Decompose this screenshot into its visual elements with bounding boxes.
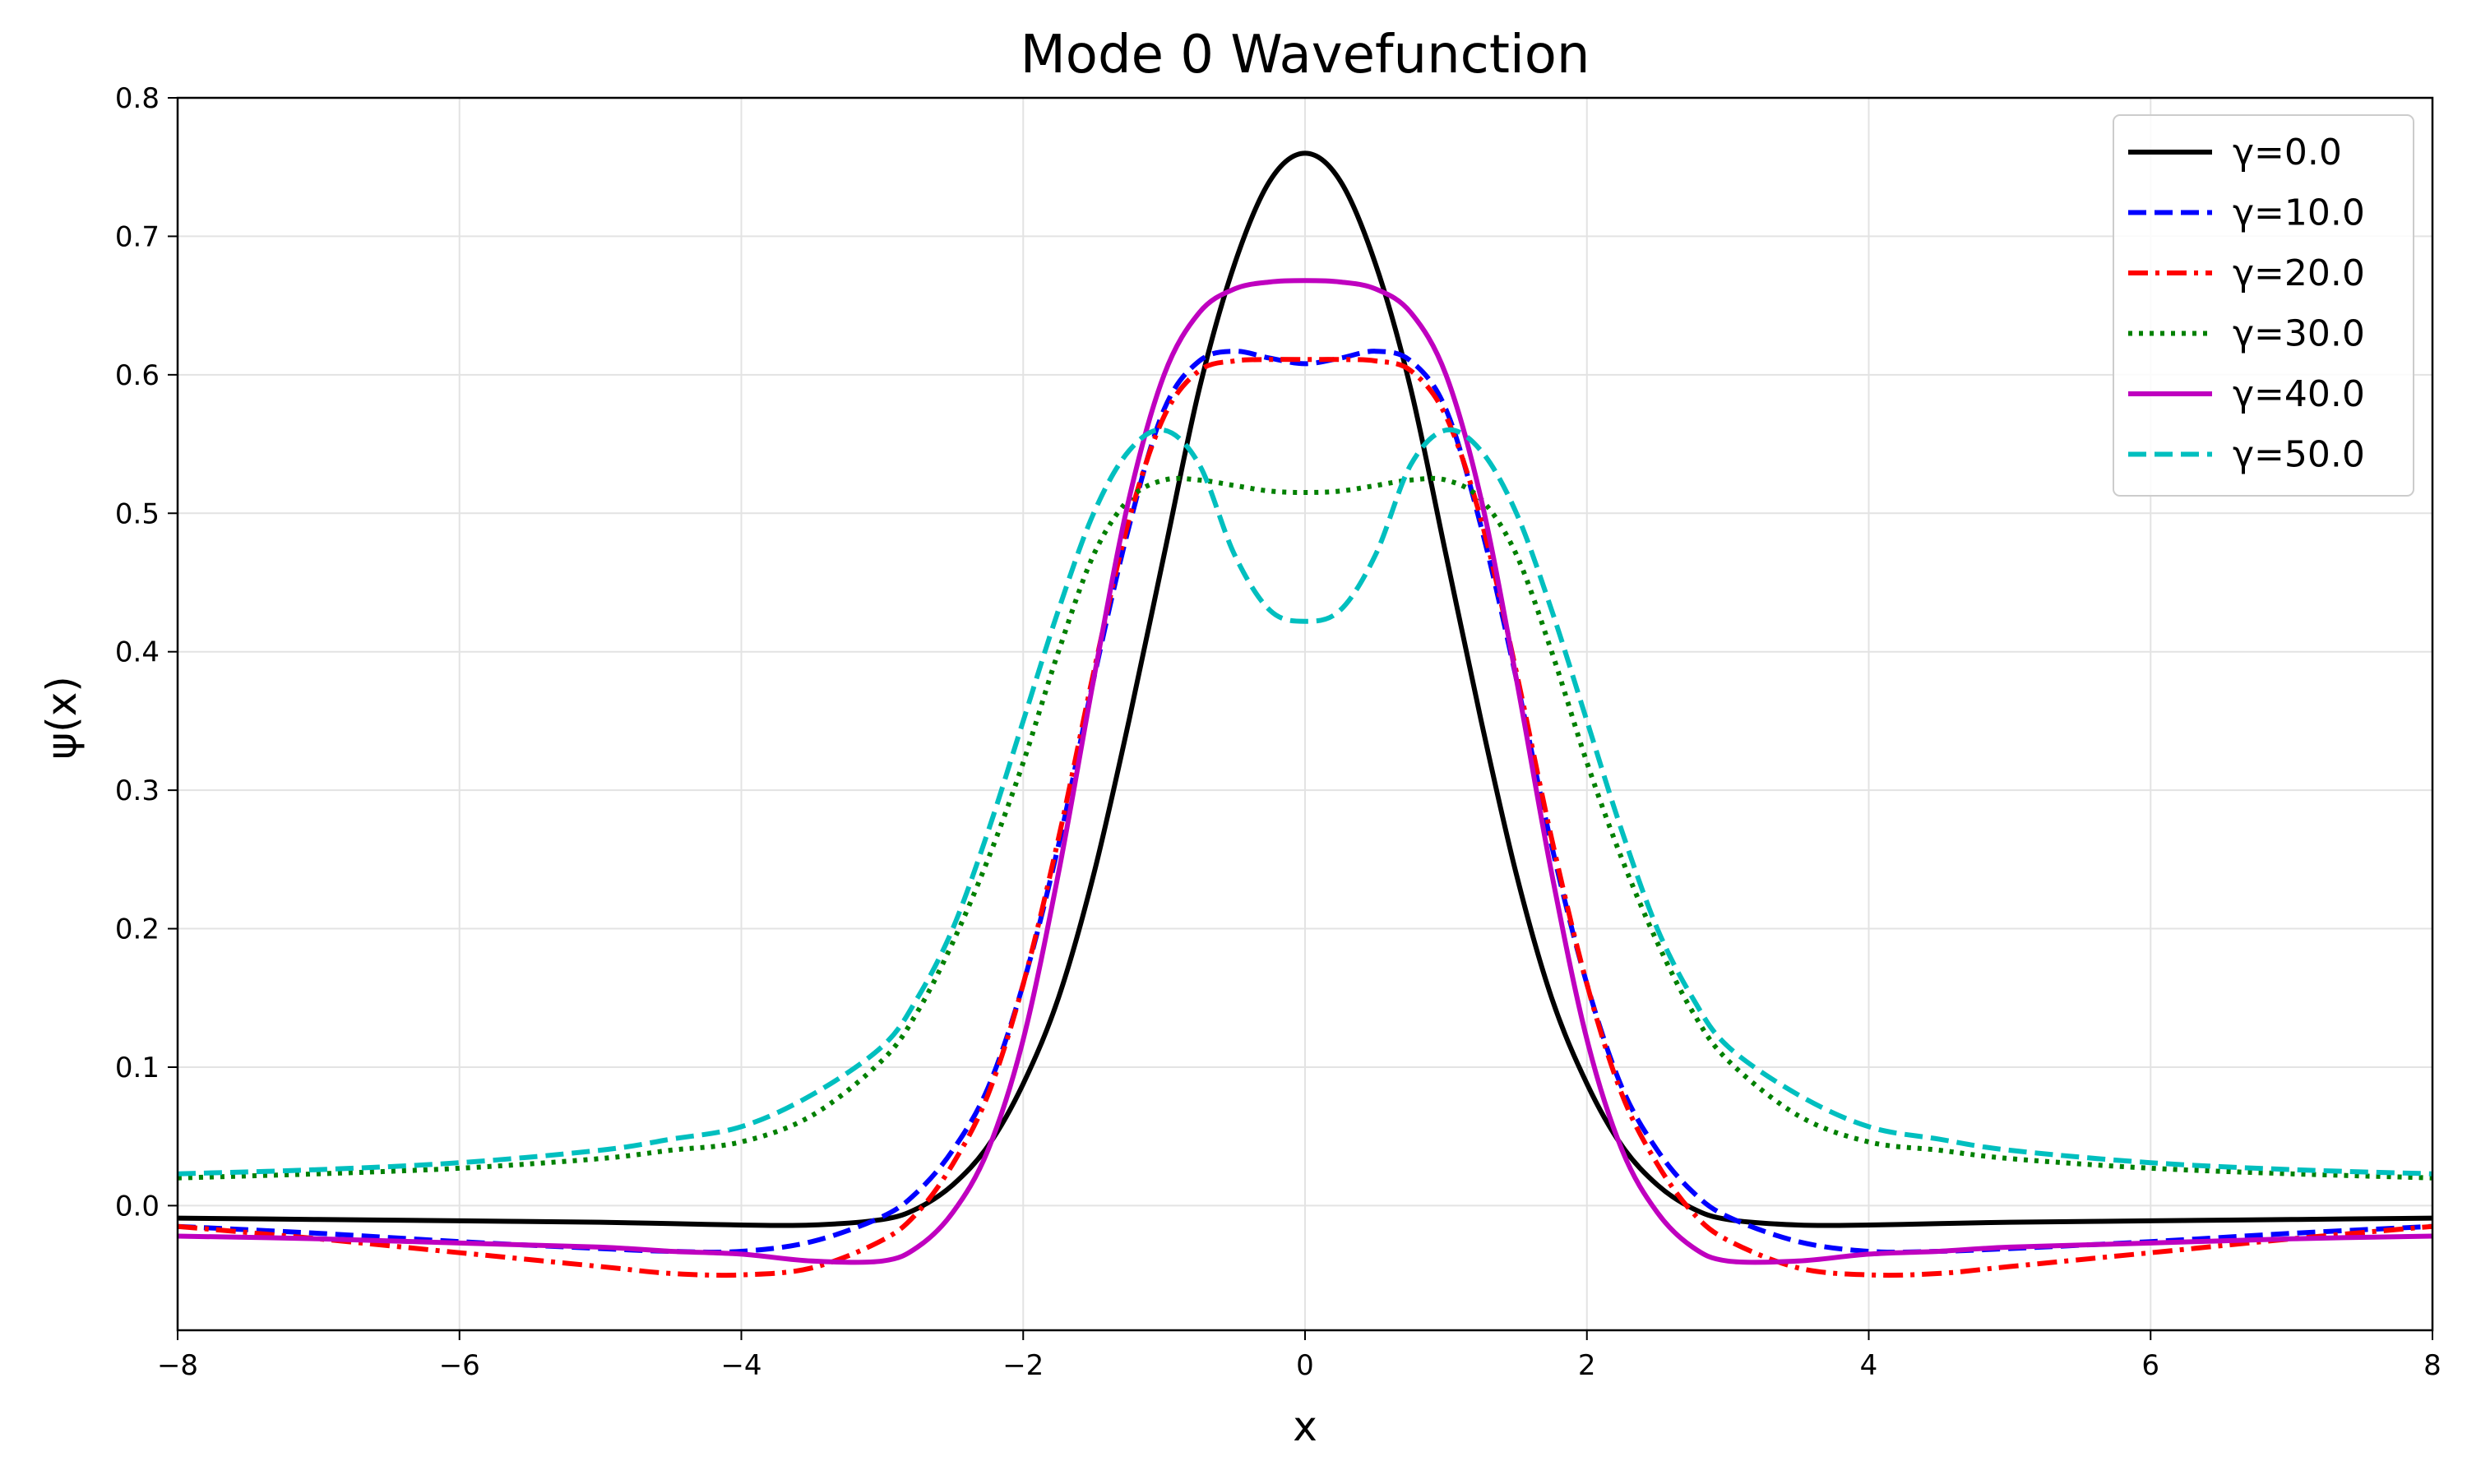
x-tick-label: 6	[2141, 1349, 2159, 1382]
y-tick-label: 0.8	[115, 82, 160, 115]
x-tick-label: 0	[1296, 1349, 1314, 1382]
y-tick-label: 0.2	[115, 913, 160, 946]
legend-label-2: γ=20.0	[2233, 252, 2365, 294]
x-tick-label: 4	[1860, 1349, 1878, 1382]
series-layer	[177, 150, 2433, 1278]
chart-title: Mode 0 Wavefunction	[1021, 25, 1590, 86]
legend-label-0: γ=0.0	[2233, 132, 2342, 173]
legend-label-5: γ=50.0	[2233, 434, 2365, 476]
series-line-0	[177, 150, 2433, 1228]
x-tick-label: −2	[1002, 1349, 1044, 1382]
series-line-3	[177, 475, 2433, 1181]
legend-label-3: γ=30.0	[2233, 313, 2365, 355]
series-line-5	[177, 427, 2433, 1177]
y-tick-label: 0.6	[115, 359, 160, 392]
series-line-1	[177, 349, 2433, 1255]
x-tick-label: −8	[157, 1349, 198, 1382]
legend-label-1: γ=10.0	[2233, 192, 2365, 234]
legend: γ=0.0 γ=10.0 γ=20.0 γ=30.0 γ=40.0 γ=50.0	[2113, 114, 2414, 497]
series-line-4	[177, 278, 2433, 1265]
y-tick-label: 0.1	[115, 1052, 160, 1084]
y-tick-label: 0.3	[115, 774, 160, 807]
y-axis-label: ψ(x)	[38, 676, 86, 760]
tick-layer: −8 −6 −4 −2 0 2 4 6 8 0.0 0.1 0.2 0.3 0.4 0.5 0.6 0.7 0.8	[115, 82, 2442, 1382]
legend-label-4: γ=40.0	[2233, 373, 2365, 415]
x-tick-label: −4	[720, 1349, 761, 1382]
y-tick-label: 0.4	[115, 636, 160, 669]
x-axis-label: x	[1293, 1403, 1317, 1450]
x-tick-label: 8	[2423, 1349, 2442, 1382]
y-tick-label: 0.0	[115, 1190, 160, 1223]
y-tick-label: 0.7	[115, 220, 160, 253]
x-tick-label: −6	[439, 1349, 480, 1382]
x-tick-label: 2	[1578, 1349, 1596, 1382]
y-tick-label: 0.5	[115, 497, 160, 530]
series-line-2	[177, 357, 2433, 1278]
